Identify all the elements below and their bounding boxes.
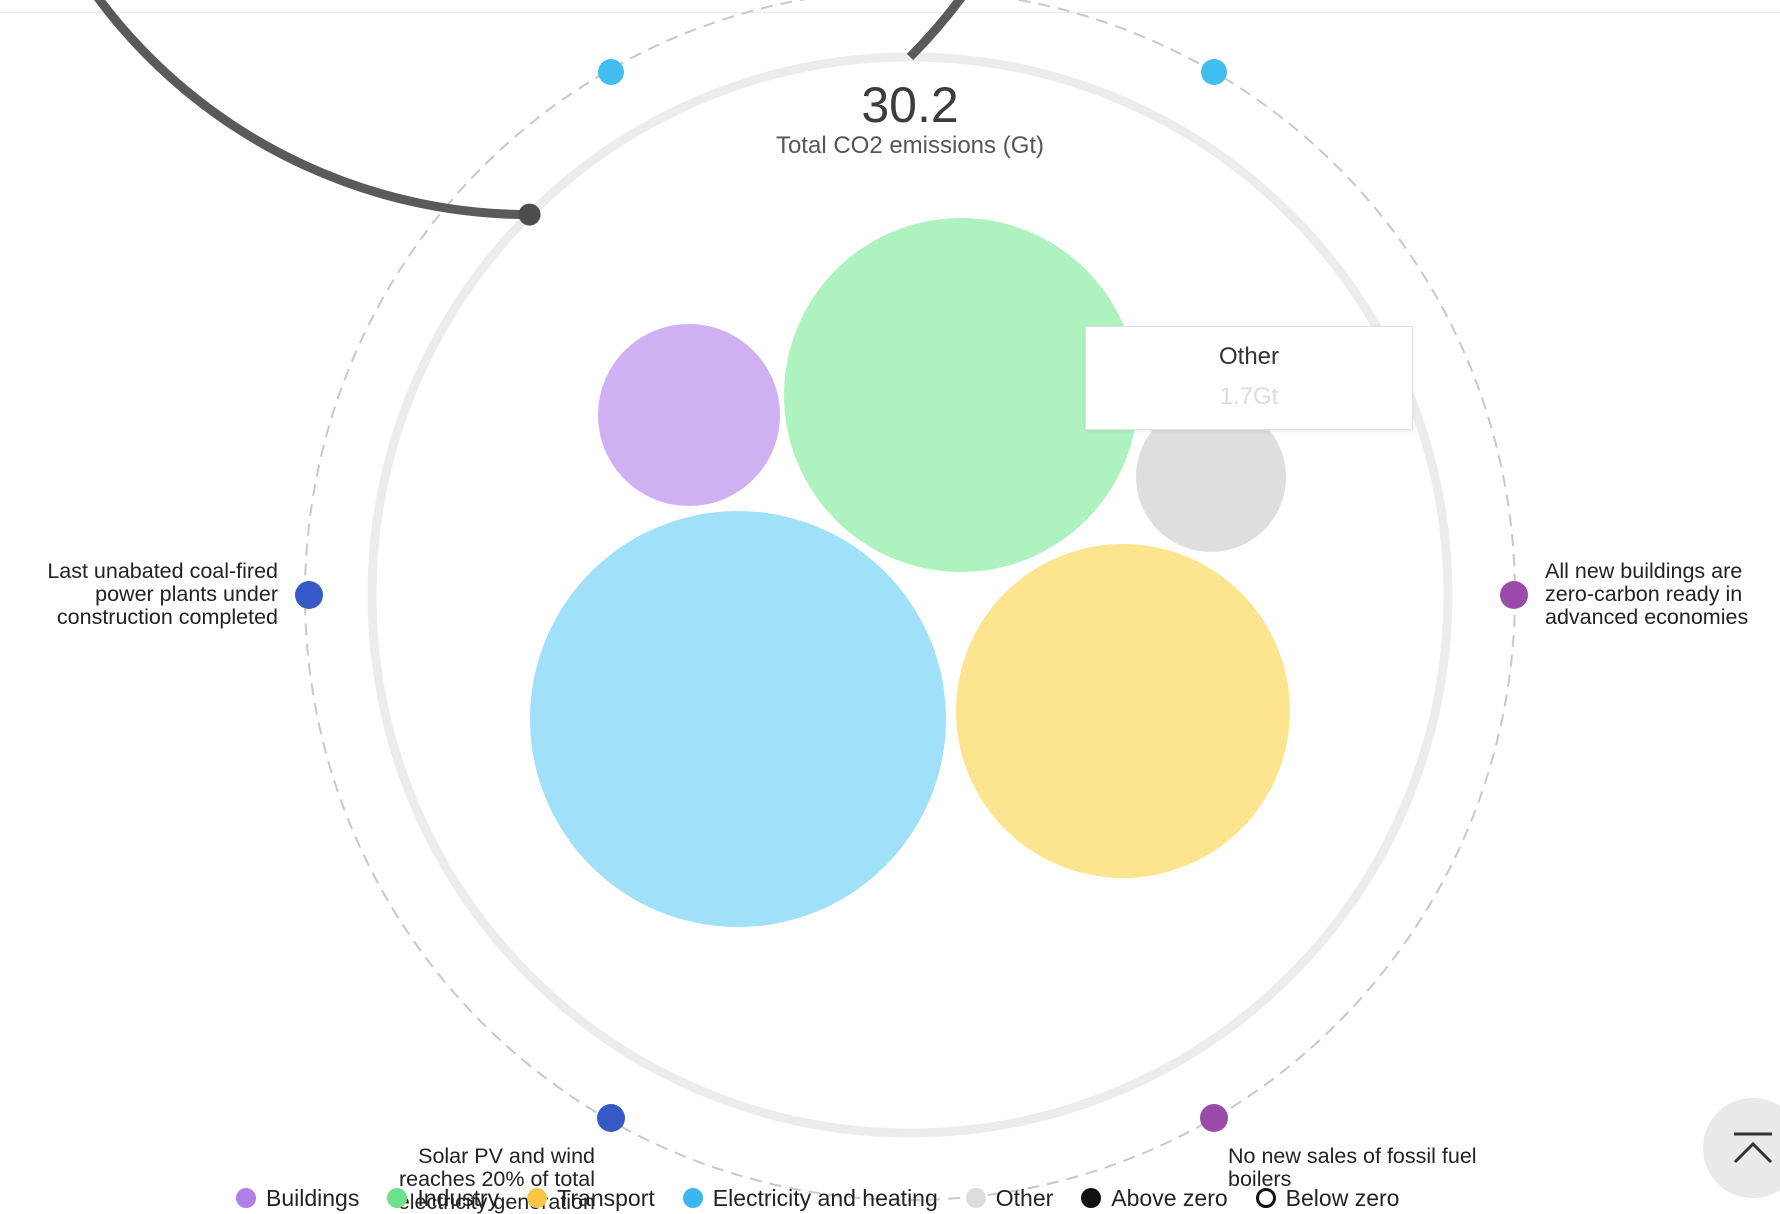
milestone-marker-boilers[interactable]: [1200, 1104, 1228, 1132]
legend-swatch-buildings: [236, 1188, 256, 1208]
milestone-marker-top-right[interactable]: [1201, 59, 1227, 85]
legend-swatch-other: [965, 1188, 986, 1208]
milestone-label-coal: Last unabated coal-fired power plants un…: [47, 559, 278, 629]
legend-item-above-zero[interactable]: Above zero: [1081, 1184, 1228, 1212]
progress-arc: [94, 0, 966, 220]
legend-item-buildings[interactable]: Buildings: [236, 1185, 359, 1212]
milestone-marker-buildings[interactable]: [1500, 581, 1528, 609]
milestone-marker-top-left[interactable]: [598, 59, 624, 85]
total-emissions-label: Total CO2 emissions (Gt): [775, 132, 1045, 159]
legend: Buildings Industry Transport Electricity…: [236, 1183, 1427, 1213]
legend-label-other: Other: [995, 1184, 1054, 1211]
bubble-transport[interactable]: [956, 544, 1290, 878]
legend-swatch-industry: [387, 1188, 408, 1208]
legend-item-below-zero[interactable]: Below zero: [1255, 1184, 1400, 1212]
legend-swatch-transport: [527, 1188, 548, 1208]
legend-item-transport[interactable]: Transport: [527, 1185, 655, 1212]
outer-dashed-ring: [304, 0, 1516, 1201]
milestone-marker-coal[interactable]: [295, 581, 323, 609]
bubble-electricity-and-heating[interactable]: [530, 511, 946, 927]
legend-label-electricity-and-heating: Electricity and heating: [712, 1184, 938, 1211]
legend-item-industry[interactable]: Industry: [387, 1185, 499, 1212]
legend-label-buildings: Buildings: [266, 1184, 360, 1211]
legend-swatch-electricity-and-heating: [682, 1188, 703, 1208]
total-emissions-value: 30.2: [861, 77, 959, 133]
bubble-buildings[interactable]: [598, 324, 780, 506]
bubble-industry[interactable]: [784, 218, 1138, 572]
legend-item-electricity-and-heating[interactable]: Electricity and heating: [682, 1184, 938, 1212]
milestone-label-boilers: No new sales of fossil fuel boilers: [1228, 1144, 1477, 1191]
chevron-up-icon: [1733, 1132, 1773, 1164]
milestone-marker-solar[interactable]: [597, 1104, 625, 1132]
legend-label-below-zero: Below zero: [1285, 1184, 1400, 1211]
legend-swatch-above-zero: [1081, 1188, 1102, 1208]
legend-label-industry: Industry: [417, 1184, 500, 1211]
legend-label-transport: Transport: [557, 1184, 655, 1211]
tooltip: Other 1.7Gt: [1085, 326, 1413, 430]
legend-swatch-below-zero: [1255, 1188, 1276, 1208]
top-divider: [0, 0, 1780, 13]
legend-item-other[interactable]: Other: [965, 1184, 1054, 1212]
bubble-other[interactable]: [1136, 402, 1286, 552]
tooltip-title: Other: [1218, 343, 1280, 370]
milestone-label-buildings: All new buildings are zero-carbon ready …: [1545, 559, 1749, 629]
tooltip-value: 1.7Gt: [1219, 383, 1279, 410]
progress-knob[interactable]: [518, 203, 541, 226]
legend-label-above-zero: Above zero: [1111, 1184, 1228, 1211]
scroll-to-top-button[interactable]: [1703, 1098, 1780, 1198]
